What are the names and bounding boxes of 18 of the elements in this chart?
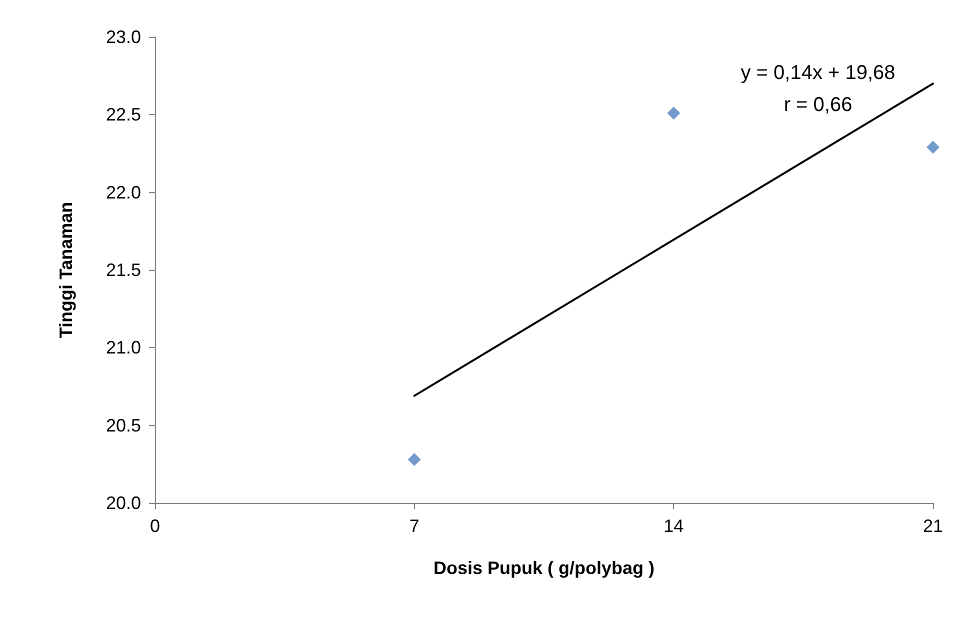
x-tick-label: 7 [409,516,420,536]
y-tick-label: 20.0 [106,493,141,513]
x-axis-title: Dosis Pupuk ( g/polybag ) [433,558,655,578]
y-tick-label: 22.5 [106,104,141,125]
y-tick-label: 23.0 [106,27,141,47]
x-tick-label: 0 [150,516,160,536]
y-tick-label: 20.5 [106,415,141,436]
y-tick-label: 21.0 [106,338,141,358]
annotation: y = 0,14x + 19,68 [740,62,896,84]
point [667,106,680,120]
y-tick-label: 22.0 [106,182,141,202]
point [926,140,940,154]
x-tick-label: 14 [664,516,684,536]
y-tick-label: 21.5 [106,260,141,280]
y-axis-title: Tinggi Tanaman [56,202,76,338]
point [408,453,421,466]
annotation: r = 0,66 [784,94,852,116]
x-tick-label: 21 [922,516,944,536]
